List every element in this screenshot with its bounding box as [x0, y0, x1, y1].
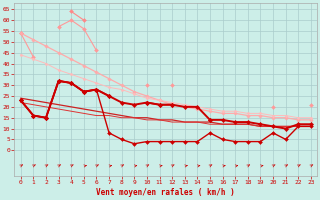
X-axis label: Vent moyen/en rafales ( km/h ): Vent moyen/en rafales ( km/h )	[96, 188, 235, 197]
